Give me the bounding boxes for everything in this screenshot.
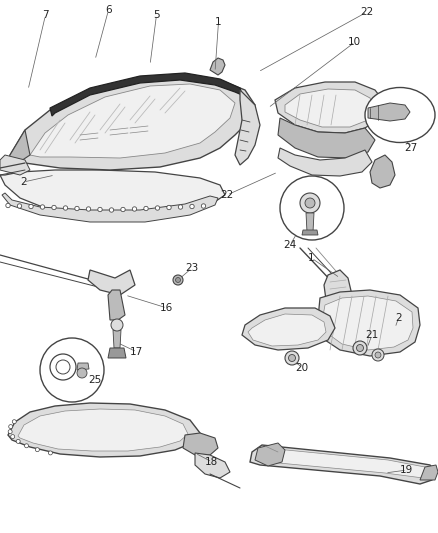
Polygon shape: [250, 445, 436, 484]
Circle shape: [285, 351, 299, 365]
Circle shape: [372, 349, 384, 361]
Circle shape: [40, 338, 104, 402]
Text: 16: 16: [160, 303, 173, 313]
Text: 1: 1: [215, 17, 222, 27]
Text: 6: 6: [105, 5, 112, 15]
Polygon shape: [0, 170, 225, 218]
Circle shape: [48, 451, 53, 455]
Polygon shape: [8, 403, 200, 457]
Polygon shape: [275, 82, 385, 133]
Text: 2: 2: [20, 177, 27, 187]
Polygon shape: [324, 270, 352, 308]
Circle shape: [111, 319, 123, 331]
Circle shape: [86, 207, 91, 211]
Text: 22: 22: [220, 190, 233, 200]
Polygon shape: [30, 84, 235, 158]
Polygon shape: [18, 409, 188, 451]
Polygon shape: [113, 330, 121, 348]
Polygon shape: [88, 270, 135, 295]
Text: 1: 1: [308, 253, 314, 263]
Circle shape: [56, 360, 70, 374]
Circle shape: [201, 204, 206, 208]
Circle shape: [300, 193, 320, 213]
Text: 5: 5: [153, 10, 159, 20]
Circle shape: [16, 439, 20, 443]
Circle shape: [357, 344, 364, 351]
Circle shape: [132, 207, 137, 211]
Text: 10: 10: [348, 37, 361, 47]
Circle shape: [11, 434, 15, 439]
Polygon shape: [50, 73, 242, 116]
Circle shape: [176, 278, 180, 282]
Text: 17: 17: [130, 347, 143, 357]
Circle shape: [144, 206, 148, 211]
Polygon shape: [256, 448, 428, 478]
Text: 21: 21: [365, 330, 378, 340]
Circle shape: [178, 205, 183, 209]
Polygon shape: [108, 290, 125, 320]
Polygon shape: [368, 103, 410, 121]
Circle shape: [305, 198, 315, 208]
Polygon shape: [77, 363, 89, 370]
Polygon shape: [255, 443, 285, 466]
Polygon shape: [108, 348, 126, 358]
Circle shape: [121, 207, 125, 212]
Text: 25: 25: [88, 375, 101, 385]
Polygon shape: [318, 290, 420, 356]
Circle shape: [29, 204, 33, 209]
Text: 19: 19: [400, 465, 413, 475]
Polygon shape: [195, 453, 230, 478]
Polygon shape: [10, 75, 255, 170]
Circle shape: [289, 354, 296, 361]
Circle shape: [280, 176, 344, 240]
Circle shape: [190, 204, 194, 209]
Polygon shape: [242, 308, 335, 350]
Polygon shape: [235, 90, 260, 165]
Text: 24: 24: [283, 240, 296, 250]
Circle shape: [50, 354, 76, 380]
Circle shape: [9, 425, 13, 429]
Circle shape: [353, 341, 367, 355]
Circle shape: [155, 206, 160, 210]
Circle shape: [40, 205, 45, 209]
Circle shape: [25, 444, 28, 448]
Polygon shape: [420, 465, 438, 480]
Circle shape: [8, 430, 12, 434]
Circle shape: [35, 448, 39, 451]
Text: 7: 7: [42, 10, 49, 20]
Polygon shape: [0, 155, 30, 175]
Text: 22: 22: [360, 7, 373, 17]
Polygon shape: [248, 314, 326, 346]
Text: 23: 23: [185, 263, 198, 273]
Circle shape: [375, 352, 381, 358]
Text: 18: 18: [205, 457, 218, 467]
Ellipse shape: [365, 87, 435, 142]
Polygon shape: [278, 148, 372, 176]
Text: 27: 27: [404, 143, 417, 153]
Circle shape: [167, 205, 171, 209]
Polygon shape: [210, 58, 225, 75]
Circle shape: [173, 275, 183, 285]
Text: 2: 2: [395, 313, 402, 323]
Circle shape: [77, 368, 87, 378]
Polygon shape: [285, 89, 375, 127]
Circle shape: [52, 205, 56, 209]
Polygon shape: [323, 296, 413, 350]
Circle shape: [12, 419, 16, 424]
Polygon shape: [306, 213, 314, 232]
Polygon shape: [2, 193, 218, 222]
Circle shape: [98, 207, 102, 212]
Circle shape: [64, 206, 68, 210]
Circle shape: [110, 208, 114, 212]
Polygon shape: [302, 230, 318, 235]
Polygon shape: [278, 118, 375, 158]
Circle shape: [6, 203, 10, 208]
Polygon shape: [8, 130, 30, 165]
Polygon shape: [183, 433, 218, 455]
Circle shape: [17, 204, 22, 208]
Polygon shape: [370, 155, 395, 188]
Circle shape: [75, 206, 79, 211]
Text: 20: 20: [295, 363, 308, 373]
